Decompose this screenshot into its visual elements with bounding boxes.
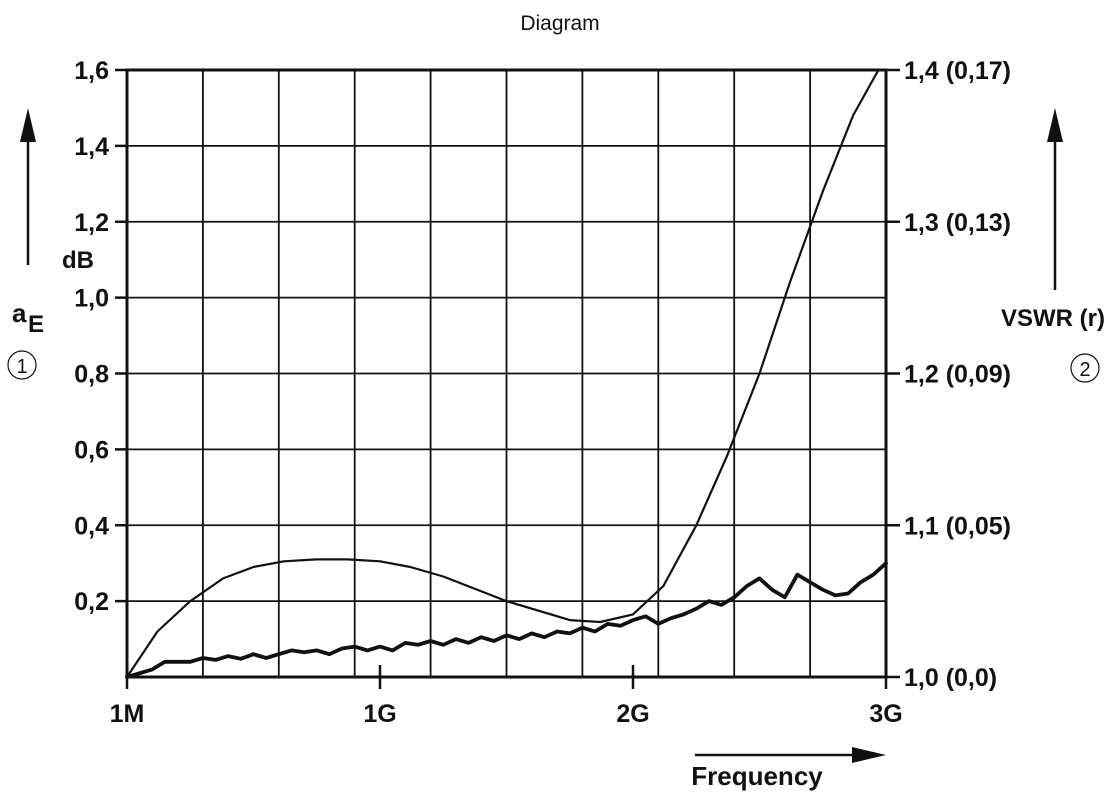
y-right-tick-label: 1,4 (0,17): [904, 57, 1011, 85]
y-left-tick-label: 0,2: [74, 588, 109, 616]
x-axis-arrow-icon: [852, 747, 886, 763]
y-right-tick-marks: [886, 68, 900, 679]
right-marker-circle-icon: [1070, 353, 1100, 383]
right-axis-arrow-icon: [1047, 108, 1063, 142]
x-tick-label: 3G: [869, 700, 902, 728]
y-right-tick-label: 1,2 (0,09): [904, 361, 1011, 389]
x-tick-label: 1M: [110, 700, 145, 728]
x-axis-label: Frequency: [691, 761, 823, 791]
y-right-tick-label: 1,1 (0,05): [904, 512, 1011, 540]
y-left-tick-label: 0,8: [74, 361, 109, 389]
y-left-tick-label: 1,4: [74, 133, 109, 161]
left-marker-number: 1: [16, 356, 27, 378]
chart-title: Diagram: [520, 12, 599, 35]
y-left-tick-marks: [115, 68, 127, 603]
right-axis-label: VSWR (r): [1001, 305, 1105, 332]
left-axis-unit: dB: [62, 247, 94, 274]
y-left-tick-label: 1,0: [74, 285, 109, 313]
y-right-tick-label: 1,0 (0,0): [904, 664, 997, 692]
left-axis-label-subscript: E: [28, 311, 44, 338]
y-right-tick-labels: 1,0 (0,0) 1,1 (0,05) 1,2 (0,09) 1,3 (0,13) 1…: [904, 57, 1011, 692]
y-right-tick-label: 1,3 (0,13): [904, 209, 1011, 237]
series-line-2: [125, 561, 888, 679]
x-tick-labels: 1M 1G 2G 3G: [110, 700, 903, 728]
series-group: [125, 68, 888, 679]
x-tick-label: 2G: [616, 700, 649, 728]
left-axis-label: a: [12, 298, 27, 328]
y-left-tick-labels: 0,2 0,4 0,6 0,8 1,0 1,2 1,4 1,6: [74, 57, 109, 616]
left-marker-circle-icon: [7, 350, 37, 380]
y-left-tick-label: 0,6: [74, 436, 109, 464]
left-axis-arrow-icon: [20, 108, 36, 142]
y-left-tick-label: 1,2: [74, 209, 109, 237]
series-line-1: [125, 68, 880, 679]
y-left-tick-label: 0,4: [74, 512, 109, 540]
right-marker-number: 2: [1079, 359, 1090, 381]
x-tick-label: 1G: [363, 700, 396, 728]
y-left-tick-label: 1,6: [74, 57, 109, 85]
